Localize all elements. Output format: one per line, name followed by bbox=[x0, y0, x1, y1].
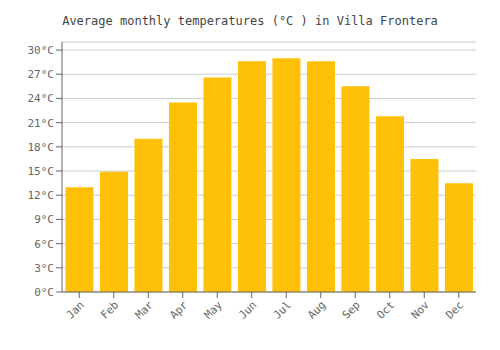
svg-text:Aug: Aug bbox=[305, 298, 328, 321]
svg-text:3°C: 3°C bbox=[34, 262, 54, 275]
svg-text:12°C: 12°C bbox=[28, 189, 55, 202]
svg-text:9°C: 9°C bbox=[34, 213, 54, 226]
svg-text:Jul: Jul bbox=[271, 298, 294, 321]
svg-text:30°C: 30°C bbox=[28, 44, 55, 57]
svg-text:6°C: 6°C bbox=[34, 238, 54, 251]
svg-text:Sep: Sep bbox=[340, 298, 363, 321]
svg-text:0°C: 0°C bbox=[34, 286, 54, 299]
svg-text:Jan: Jan bbox=[64, 298, 87, 321]
svg-text:24°C: 24°C bbox=[28, 92, 55, 105]
svg-text:Dec: Dec bbox=[443, 298, 466, 321]
svg-text:Feb: Feb bbox=[98, 298, 121, 321]
svg-text:May: May bbox=[202, 298, 226, 322]
svg-text:18°C: 18°C bbox=[28, 141, 55, 154]
html-text:Average monthly temperatures (: Average monthly temperatures (°C ) in Vi… bbox=[62, 14, 438, 28]
svg-text:Mar: Mar bbox=[133, 298, 157, 322]
svg-text:Nov: Nov bbox=[409, 298, 433, 322]
svg-text:Apr: Apr bbox=[167, 298, 191, 322]
svg-text:Jun: Jun bbox=[236, 298, 259, 321]
svg-text:21°C: 21°C bbox=[28, 117, 55, 130]
svg-text:Oct: Oct bbox=[374, 298, 397, 321]
svg-text:27°C: 27°C bbox=[28, 68, 55, 81]
svg-text:15°C: 15°C bbox=[28, 165, 55, 178]
